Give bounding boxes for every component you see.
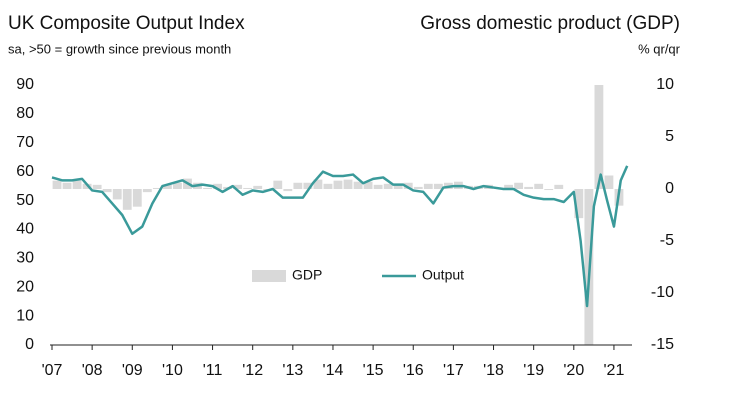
gdp-bar (293, 182, 303, 189)
legend-label: GDP (292, 267, 322, 283)
y2-tick-label: -15 (651, 336, 674, 353)
chart-title: UK Composite Output Index (8, 13, 245, 34)
gdp-bar (152, 187, 162, 189)
legend-swatch (252, 270, 286, 282)
gdp-bar (403, 182, 413, 189)
gdp-bar (604, 175, 614, 189)
x-tick-label: '09 (122, 362, 143, 379)
y-tick-label: 10 (16, 307, 34, 324)
legend-label: Output (422, 267, 464, 283)
y2-tick-label: 5 (665, 128, 674, 145)
x-tick-label: '19 (523, 362, 544, 379)
x-tick-label: '16 (403, 362, 424, 379)
gdp-bar (122, 189, 132, 210)
gdp-bar (323, 183, 333, 189)
x-tick-label: '07 (42, 362, 63, 379)
gdp-bar (313, 179, 323, 189)
gdp-bar (343, 179, 353, 189)
output-line (51, 165, 629, 308)
gdp-bar (243, 187, 253, 189)
gdp-bar (383, 183, 393, 189)
y-tick-label: 50 (16, 192, 34, 209)
y2-tick-label: 0 (665, 180, 674, 197)
gdp-bar (52, 180, 62, 189)
x-tick-label: '20 (563, 362, 584, 379)
x-tick-label: '14 (323, 362, 344, 379)
gdp-bar (363, 181, 373, 189)
gdp-bar (203, 187, 212, 189)
y-tick-label: 0 (25, 336, 34, 353)
gdp-bar (574, 189, 584, 219)
gdp-bar (433, 183, 443, 189)
y2-title: Gross domestic product (GDP) (420, 13, 680, 34)
gdp-bar (423, 183, 433, 189)
x-tick-label: '15 (363, 362, 384, 379)
gdp-bar (534, 183, 544, 189)
gdp-bar (253, 185, 263, 189)
gdp-bar (72, 180, 82, 189)
x-tick-label: '21 (604, 362, 625, 379)
x-tick-label: '17 (443, 362, 464, 379)
y-tick-label: 90 (16, 76, 34, 93)
gdp-bar (273, 180, 283, 189)
y-tick-label: 70 (16, 134, 34, 151)
gdp-bar (504, 184, 513, 189)
y-tick-label: 80 (16, 105, 34, 122)
gdp-bar (233, 184, 243, 189)
bars (52, 85, 624, 345)
gdp-bar (142, 189, 152, 193)
y2-tick-label: 10 (656, 76, 674, 93)
gdp-bar (413, 186, 423, 189)
x-tick-label: '08 (82, 362, 103, 379)
y2-tick-label: -5 (660, 232, 674, 249)
gdp-bar (132, 189, 142, 207)
gdp-bar (303, 182, 313, 189)
gdp-bar (102, 189, 112, 193)
gdp-bar (333, 180, 343, 189)
gdp-bar (393, 184, 403, 189)
gdp-bar (514, 182, 524, 189)
x-tick-label: '10 (162, 362, 183, 379)
gdp-bar (162, 184, 172, 189)
gdp-bar (554, 184, 564, 189)
x-tick-label: '13 (282, 362, 303, 379)
gdp-bar (594, 85, 604, 189)
y-tick-label: 30 (16, 250, 34, 267)
gdp-bar (173, 182, 182, 189)
x-tick-label: '11 (203, 362, 223, 379)
gdp-bar (283, 189, 293, 192)
gdp-bar (112, 189, 122, 200)
y2-tick-label: -10 (651, 284, 674, 301)
y2-label: % qr/qr (638, 41, 681, 56)
x-tick-label: '18 (483, 362, 504, 379)
gdp-bar (92, 184, 102, 189)
chart-subtitle: sa, >50 = growth since previous month (8, 41, 231, 56)
gdp-bar (62, 182, 72, 189)
gdp-bar (544, 189, 554, 191)
y-tick-label: 40 (16, 221, 34, 238)
gdp-bar (353, 181, 363, 189)
y-tick-label: 20 (16, 278, 34, 295)
gdp-bar (524, 186, 534, 189)
y-tick-label: 60 (16, 163, 34, 180)
gdp-bar (213, 183, 222, 189)
gdp-bar (373, 184, 383, 189)
x-tick-label: '12 (242, 362, 263, 379)
